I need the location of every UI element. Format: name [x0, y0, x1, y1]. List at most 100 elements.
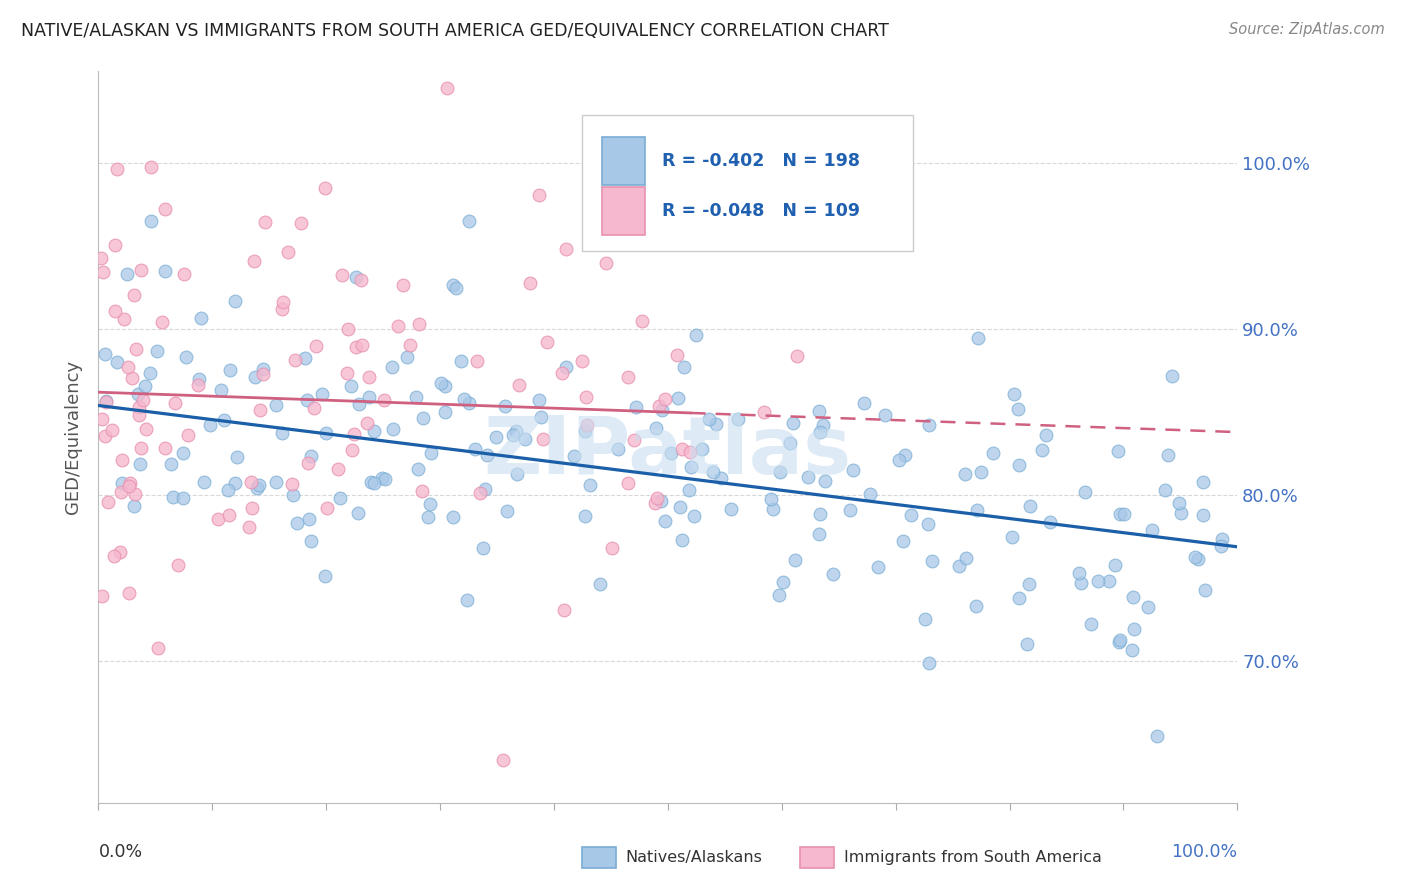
Point: [360, 475, 382, 490]
Point: [762, 502, 785, 516]
Point: [298, 512, 321, 526]
Bar: [602, 137, 645, 185]
Text: Source: ZipAtlas.com: Source: ZipAtlas.com: [1229, 22, 1385, 37]
Point: [1109, 632, 1132, 647]
Point: [209, 383, 232, 397]
Point: [1170, 506, 1192, 520]
Point: [574, 508, 596, 523]
Point: [356, 416, 378, 430]
Point: [458, 214, 481, 228]
Point: [430, 376, 453, 390]
Point: [530, 409, 553, 424]
Point: [396, 350, 419, 364]
Point: [1018, 577, 1040, 591]
Point: [297, 456, 319, 470]
Point: [247, 477, 270, 491]
Point: [617, 369, 640, 384]
Point: [769, 466, 792, 480]
Point: [297, 392, 319, 407]
Point: [1017, 637, 1039, 651]
Point: [786, 349, 808, 363]
Point: [1007, 402, 1029, 417]
Point: [506, 467, 529, 482]
Text: Immigrants from South America: Immigrants from South America: [844, 850, 1101, 864]
Point: [129, 457, 152, 471]
Point: [117, 267, 139, 281]
Point: [900, 508, 922, 522]
Point: [650, 234, 672, 248]
Point: [122, 500, 145, 514]
Point: [246, 481, 269, 495]
Text: R = -0.048   N = 109: R = -0.048 N = 109: [662, 202, 860, 220]
Point: [502, 428, 524, 442]
Point: [374, 472, 396, 486]
Point: [159, 458, 181, 472]
Point: [124, 487, 146, 501]
Point: [554, 359, 576, 374]
Point: [1080, 617, 1102, 632]
Point: [1168, 496, 1191, 510]
Point: [644, 496, 666, 510]
Point: [252, 367, 274, 381]
Point: [315, 501, 337, 516]
Point: [697, 412, 720, 426]
Point: [981, 446, 1004, 460]
Point: [344, 340, 367, 354]
Point: [305, 339, 328, 353]
Point: [314, 569, 336, 583]
Point: [823, 566, 845, 581]
Point: [953, 467, 976, 482]
Point: [866, 560, 889, 574]
FancyBboxPatch shape: [582, 115, 912, 251]
Point: [574, 424, 596, 438]
Point: [595, 255, 617, 269]
Point: [1001, 530, 1024, 544]
Point: [139, 160, 162, 174]
Point: [294, 351, 316, 365]
Point: [1112, 507, 1135, 521]
Point: [495, 504, 517, 518]
Point: [122, 288, 145, 302]
Point: [468, 485, 491, 500]
Point: [155, 441, 177, 455]
Point: [434, 405, 457, 419]
Point: [412, 411, 434, 425]
Point: [127, 387, 149, 401]
Text: Natives/Alaskans: Natives/Alaskans: [626, 850, 762, 864]
Point: [153, 264, 176, 278]
Point: [553, 602, 575, 616]
Point: [118, 475, 141, 490]
Point: [921, 554, 943, 568]
Point: [243, 370, 266, 384]
Point: [240, 501, 263, 516]
Point: [344, 270, 367, 285]
Point: [859, 487, 882, 501]
Point: [238, 520, 260, 534]
Point: [1087, 574, 1109, 589]
Point: [249, 403, 271, 417]
Point: [813, 475, 835, 489]
Point: [290, 216, 312, 230]
Point: [146, 641, 169, 656]
Point: [212, 413, 235, 427]
Point: [839, 503, 862, 517]
Point: [650, 493, 672, 508]
Point: [94, 429, 117, 443]
Point: [576, 417, 599, 432]
Text: NATIVE/ALASKAN VS IMMIGRANTS FROM SOUTH AMERICA GED/EQUIVALENCY CORRELATION CHAR: NATIVE/ALASKAN VS IMMIGRANTS FROM SOUTH …: [21, 22, 889, 40]
Point: [193, 475, 215, 489]
Point: [527, 392, 550, 407]
Point: [1108, 635, 1130, 649]
Point: [363, 475, 385, 490]
Point: [118, 585, 141, 599]
Point: [315, 425, 337, 440]
Point: [242, 254, 264, 268]
Point: [146, 343, 169, 358]
Point: [669, 500, 692, 515]
Point: [93, 265, 115, 279]
Point: [347, 506, 370, 520]
Point: [357, 390, 380, 404]
Point: [129, 263, 152, 277]
Point: [97, 494, 120, 508]
Point: [141, 214, 163, 228]
